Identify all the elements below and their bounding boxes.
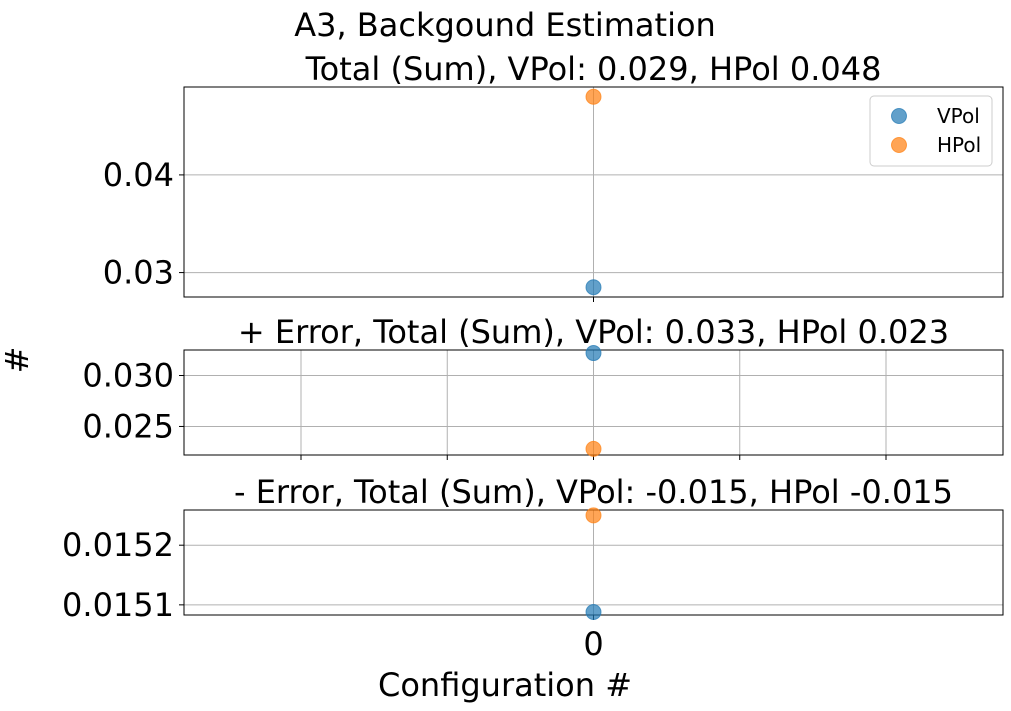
- legend-marker-vpol: [891, 108, 907, 124]
- data-point-vpol: [585, 345, 602, 362]
- subplot-title: Total (Sum), VPol: 0.029, HPol 0.048: [305, 50, 882, 88]
- y-axis-label: #: [0, 347, 36, 374]
- legend-label-vpol: VPol: [937, 104, 980, 128]
- figure-suptitle: A3, Backgound Estimation: [294, 6, 716, 44]
- data-point-vpol: [585, 279, 602, 296]
- y-tick-label: 0.025: [82, 407, 174, 445]
- legend-marker-hpol: [891, 137, 907, 153]
- y-tick-label: 0.0152: [62, 526, 174, 564]
- subplot-3: - Error, Total (Sum), VPol: -0.015, HPol…: [62, 473, 1004, 663]
- subplot-title: - Error, Total (Sum), VPol: -0.015, HPol…: [234, 473, 953, 511]
- y-tick-label: 0.04: [103, 156, 174, 194]
- plot-frame: [183, 86, 1004, 298]
- y-tick-label: 0.03: [103, 254, 174, 292]
- subplot-panels: Total (Sum), VPol: 0.029, HPol 0.048 0.03…: [62, 50, 1004, 663]
- subplot-2: + Error, Total (Sum), VPol: 0.033, HPol …: [82, 313, 1004, 460]
- x-axis-label: Configuration #: [378, 666, 632, 704]
- data-point-vpol: [585, 604, 602, 621]
- subplot-1: Total (Sum), VPol: 0.029, HPol 0.048 0.03…: [103, 50, 1004, 302]
- legend: VPol HPol: [869, 95, 993, 167]
- data-point-hpol: [585, 88, 602, 105]
- y-tick-label: 0.0151: [62, 586, 174, 624]
- data-point-hpol: [585, 507, 602, 524]
- legend-label-hpol: HPol: [937, 133, 981, 157]
- data-point-hpol: [585, 440, 602, 457]
- x-tick-label: 0: [583, 625, 603, 663]
- subplot-title: + Error, Total (Sum), VPol: 0.033, HPol …: [238, 313, 949, 351]
- y-tick-label: 0.030: [82, 356, 174, 394]
